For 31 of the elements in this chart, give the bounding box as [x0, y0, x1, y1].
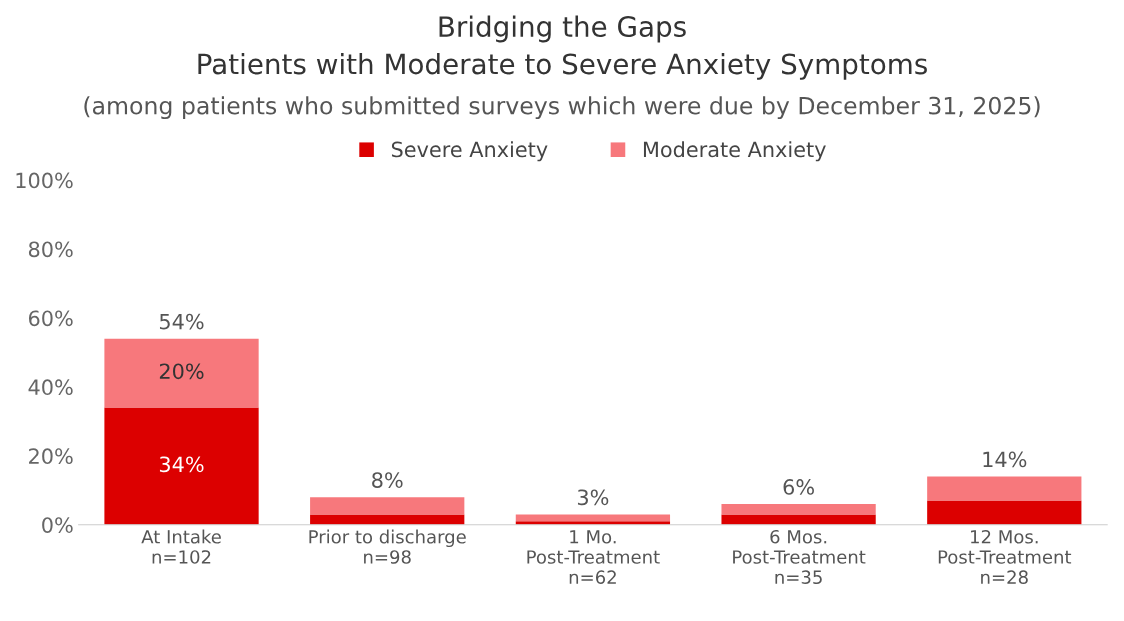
- y-tick-label: 40%: [28, 379, 73, 396]
- bar: [721, 514, 876, 525]
- y-tick-label: 60%: [28, 310, 73, 327]
- legend-label: Severe Anxiety: [391, 141, 548, 162]
- bar: [104, 407, 259, 525]
- bar: [310, 497, 465, 515]
- legend-label: Moderate Anxiety: [643, 141, 826, 162]
- total-label: 3%: [577, 489, 609, 506]
- x-tick-label: 12 Mos. Post-Treatment n=28: [938, 529, 1072, 585]
- total-label: 8%: [372, 472, 403, 488]
- x-tick-label: 6 Mos. Post-Treatment n=35: [733, 529, 866, 585]
- bar: [927, 476, 1082, 501]
- total-label: 54%: [159, 313, 204, 330]
- x-tick-label: 1 Mo. Post-Treatment n=62: [527, 530, 660, 585]
- chart-title: Bridging the Gaps Patients with Moderate to Severe Anxiety Symptoms: [198, 15, 927, 80]
- data-label: 34%: [159, 456, 204, 473]
- y-tick-label: 20%: [29, 448, 73, 465]
- y-tick-label: 0%: [42, 517, 73, 533]
- y-tick-label: 100%: [16, 172, 73, 189]
- data-label: 20%: [159, 363, 204, 380]
- total-label: 14%: [983, 451, 1027, 468]
- chart-subtitle: (among patients who submitted surveys which were due by December 31, 2025): [84, 96, 1040, 120]
- bar: [515, 514, 671, 522]
- bar: [927, 500, 1082, 525]
- y-tick-label: 80%: [28, 241, 73, 258]
- bar: [104, 338, 259, 408]
- x-tick-label: At Intake n=102: [141, 529, 221, 564]
- x-tick-label: Prior to discharge n=98: [309, 529, 466, 564]
- total-label: 6%: [783, 479, 814, 495]
- bar: [310, 514, 465, 525]
- bar: [721, 504, 876, 515]
